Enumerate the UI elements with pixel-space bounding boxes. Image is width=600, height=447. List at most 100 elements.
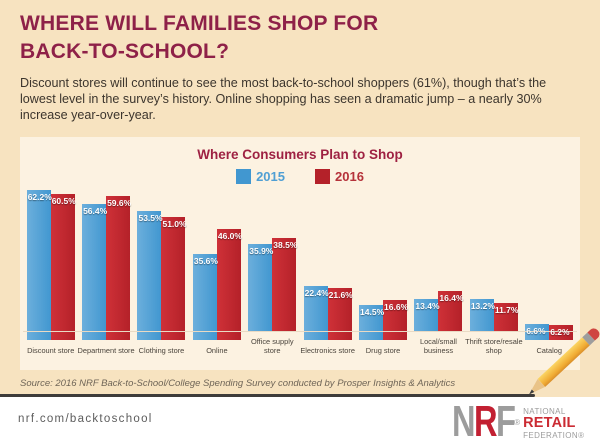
nrf-logo-letters: NRF (451, 397, 516, 446)
legend-item-2016: 2016 (315, 169, 364, 184)
bar-2015: 35.6% (192, 253, 218, 341)
category-group: 56.4% 59.6% Department store (77, 185, 135, 356)
bar-pair: 56.4% 59.6% (82, 185, 132, 341)
bar-pair: 6.6% 6.2% (525, 185, 574, 341)
bar-value-label: 35.6% (193, 255, 218, 266)
category-label: Clothing store (138, 346, 185, 356)
category-group: 62.2% 60.5% Discount store (23, 185, 78, 355)
category-group: 13.4% 16.4% Local/small business (411, 176, 466, 355)
bar-2015: 53.5% (137, 210, 163, 341)
bar-pair: 13.2% 11.7% (469, 176, 519, 331)
category-group: 6.6% 6.2% Catalog (522, 185, 577, 355)
chart-title: Where Consumers Plan to Shop (197, 147, 403, 162)
bar-2016: 60.5% (50, 193, 76, 341)
nrf-letter-f: F (495, 397, 516, 446)
bar-pair: 62.2% 60.5% (26, 185, 76, 341)
bar-pair: 14.5% 16.6% (359, 185, 409, 341)
nrf-text-federation: FEDERATION® (523, 430, 584, 440)
bar-pair: 35.6% 46.0% (192, 185, 242, 341)
bar-2015: 6.6% (525, 324, 550, 341)
nrf-logo-text: NATIONAL RETAIL FEDERATION® (523, 404, 584, 440)
bar-2016: 38.5% (272, 237, 298, 331)
bar-pair: 22.4% 21.6% (303, 185, 353, 341)
source-note: Source: 2016 NRF Back-to-School/College … (20, 378, 456, 389)
bar-value-label: 11.7% (494, 304, 519, 315)
bar-pair: 35.9% 38.5% (248, 176, 298, 331)
bar-2016: 11.7% (493, 302, 519, 331)
bar-2016: 16.6% (383, 299, 409, 341)
category-group: 35.9% 38.5% Office supply store (245, 176, 300, 355)
bar-2015: 35.9% (248, 244, 274, 331)
bar-2016: 6.2% (549, 325, 574, 341)
bar-value-label: 59.6% (107, 197, 132, 208)
category-label: Office supply store (250, 337, 294, 356)
legend-item-2015: 2015 (236, 169, 285, 184)
bar-2015: 56.4% (82, 203, 108, 341)
page-title: WHERE WILL FAMILIES SHOP FOR BACK-TO-SCH… (20, 10, 580, 66)
bar-value-label: 14.5% (360, 306, 385, 317)
category-group: 13.2% 11.7% Thrift store/resale shop (465, 176, 523, 356)
bar-2015: 62.2% (26, 189, 52, 341)
chart-panel: Where Consumers Plan to Shop 2015 2016 6… (20, 137, 580, 370)
nrf-letter-n: N (451, 397, 476, 446)
category-label: Discount store (27, 346, 75, 356)
bar-pair: 13.4% 16.4% (414, 176, 464, 331)
bar-value-label: 21.6% (328, 289, 353, 300)
category-label: Online (206, 346, 228, 356)
intro-text: Discount stores will continue to see the… (20, 75, 547, 123)
bar-value-label: 16.4% (439, 293, 464, 304)
category-label: Department store (77, 346, 135, 356)
x-axis-line (23, 331, 577, 332)
registered-mark: ® (514, 417, 521, 427)
nrf-text-federation-word: FEDERATION (523, 430, 579, 440)
legend-label-2016: 2016 (335, 169, 364, 184)
footer-bar: nrf.com/backtoschool NRF ® NATIONAL RETAI… (0, 397, 600, 447)
category-group: 22.4% 21.6% Electronics store (300, 185, 355, 355)
category-label: Thrift store/resale shop (465, 337, 523, 356)
bar-2016: 59.6% (106, 195, 132, 341)
bar-value-label: 53.5% (138, 212, 163, 223)
bar-2016: 46.0% (216, 228, 242, 341)
category-group: 14.5% 16.6% Drug store (355, 185, 410, 355)
bar-value-label: 6.6% (526, 326, 546, 337)
nrf-letter-r: R (473, 397, 498, 446)
category-label: Electronics store (300, 346, 355, 356)
chart-legend: 2015 2016 (20, 169, 580, 184)
bar-value-label: 13.2% (470, 301, 495, 312)
nrf-text-retail: RETAIL (523, 415, 576, 432)
bar-value-label: 56.4% (83, 205, 108, 216)
bar-value-label: 6.2% (550, 327, 570, 338)
bar-2016: 51.0% (161, 216, 187, 341)
bar-value-label: 51.0% (162, 218, 187, 229)
page-title-line2: BACK-TO-SCHOOL? (20, 39, 230, 63)
bar-value-label: 35.9% (249, 246, 274, 257)
registered-mark: ® (578, 430, 584, 440)
bar-value-label: 46.0% (217, 230, 242, 241)
legend-swatch-2016 (315, 169, 330, 184)
bar-value-label: 16.6% (384, 301, 409, 312)
category-group: 35.6% 46.0% Online (189, 185, 244, 355)
nrf-text-national: NATIONAL (523, 407, 566, 416)
category-label: Catalog (536, 346, 562, 356)
page-title-line1: WHERE WILL FAMILIES SHOP FOR (20, 12, 379, 35)
bar-value-label: 38.5% (273, 239, 298, 250)
pencil-line (0, 394, 535, 397)
bar-chart: 62.2% 60.5% Discount store 56.4% 59.6% Depart… (23, 176, 577, 355)
bar-value-label: 13.4% (415, 300, 440, 311)
footer-url: nrf.com/backtoschool (18, 413, 153, 425)
bar-2016: 16.4% (438, 291, 464, 331)
bar-pair: 53.5% 51.0% (137, 185, 187, 341)
category-label: Drug store (365, 346, 401, 356)
bar-value-label: 22.4% (304, 287, 329, 298)
bar-2015: 14.5% (359, 304, 385, 341)
bar-value-label: 60.5% (51, 195, 76, 206)
header: WHERE WILL FAMILIES SHOP FOR BACK-TO-SCH… (20, 10, 580, 123)
bar-2016: 21.6% (327, 287, 353, 341)
nrf-logo: NRF ® NATIONAL RETAIL FEDERATION® (430, 399, 584, 445)
bar-value-label: 62.2% (27, 191, 52, 202)
bar-2015: 13.2% (469, 299, 495, 331)
legend-swatch-2015 (236, 169, 252, 184)
legend-label-2015: 2015 (256, 169, 285, 184)
bar-2015: 13.4% (414, 298, 440, 331)
